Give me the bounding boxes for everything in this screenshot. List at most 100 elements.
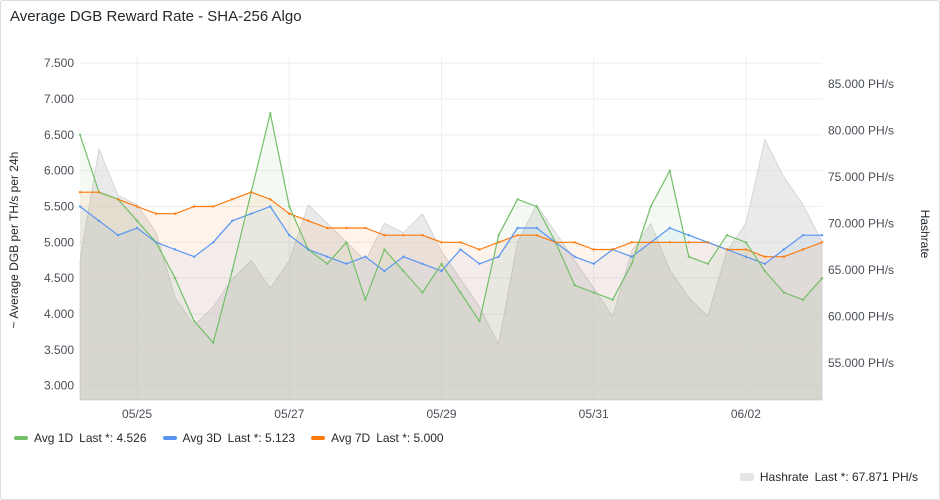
data-point-avg-3d bbox=[801, 234, 805, 237]
legend-last-avg-7d: Last *: 5.000 bbox=[376, 431, 444, 445]
data-point-avg-7d bbox=[250, 191, 253, 194]
y-tick-label: 6.000 bbox=[44, 164, 74, 178]
data-point-avg-7d bbox=[116, 198, 120, 201]
data-point-avg-7d bbox=[687, 241, 690, 244]
y-axis-title: ~ Average DGB per TH/s per 24h bbox=[7, 152, 21, 329]
y-tick-label: 7.000 bbox=[44, 92, 74, 106]
series-fill-avg-1d bbox=[80, 113, 822, 401]
data-point-avg-3d bbox=[516, 226, 519, 230]
legend-right-axis: Hashrate Last *: 67.871 PH/s bbox=[739, 470, 918, 484]
data-point-avg-1d bbox=[725, 234, 729, 237]
series-line-avg-1d bbox=[79, 112, 823, 344]
x-tick-label: 05/31 bbox=[579, 407, 609, 421]
data-point-avg-3d bbox=[231, 219, 234, 222]
data-point-avg-3d bbox=[687, 234, 690, 237]
data-point-avg-3d bbox=[497, 255, 500, 258]
data-point-avg-3d bbox=[478, 262, 481, 265]
data-point-avg-7d bbox=[801, 248, 805, 251]
data-point-avg-3d bbox=[592, 262, 595, 265]
data-point-avg-3d bbox=[269, 205, 272, 208]
y2-tick-label: 85.000 PH/s bbox=[828, 77, 894, 91]
legend-label-avg-1d: Avg 1D bbox=[34, 431, 74, 445]
data-point-avg-7d bbox=[97, 191, 101, 194]
legend-swatch-avg-1d bbox=[14, 436, 28, 440]
data-point-avg-1d bbox=[592, 291, 595, 294]
data-point-avg-1d bbox=[421, 291, 424, 294]
legend-item-avg-3d[interactable]: Avg 3D Last *: 5.123 bbox=[162, 431, 295, 445]
y-tick-label: 3.000 bbox=[44, 379, 74, 393]
legend-item-avg-1d[interactable]: Avg 1D Last *: 4.526 bbox=[14, 431, 147, 445]
data-point-avg-1d bbox=[649, 205, 652, 208]
data-point-avg-7d bbox=[649, 241, 652, 244]
data-point-avg-1d bbox=[573, 284, 576, 287]
x-tick-label: 05/29 bbox=[426, 407, 456, 421]
data-point-avg-7d bbox=[326, 226, 329, 230]
data-point-avg-7d bbox=[307, 219, 310, 222]
y-tick-label: 3.500 bbox=[44, 343, 74, 357]
legend-swatch-avg-7d bbox=[311, 436, 326, 440]
data-point-avg-1d bbox=[402, 269, 405, 273]
data-point-avg-3d bbox=[307, 248, 310, 251]
x-tick-label: 05/27 bbox=[274, 407, 304, 421]
data-point-avg-7d bbox=[706, 241, 709, 244]
data-point-avg-1d bbox=[668, 169, 671, 172]
panel-title[interactable]: Average DGB Reward Rate - SHA-256 Algo bbox=[10, 8, 302, 25]
data-point-avg-7d bbox=[725, 248, 729, 251]
legend-label-avg-3d: Avg 3D bbox=[182, 431, 222, 445]
data-point-avg-1d bbox=[231, 269, 234, 273]
data-point-avg-7d bbox=[78, 191, 82, 194]
legend-item-avg-7d[interactable]: Avg 7D Last *: 5.000 bbox=[311, 431, 444, 445]
data-point-avg-7d bbox=[288, 212, 291, 215]
data-point-avg-3d bbox=[135, 226, 139, 230]
data-point-avg-7d bbox=[421, 234, 424, 237]
x-tick-label: 05/25 bbox=[122, 407, 152, 421]
data-point-avg-3d bbox=[326, 255, 329, 258]
data-point-avg-1d bbox=[516, 198, 519, 201]
data-point-avg-7d bbox=[135, 205, 139, 208]
data-point-avg-1d bbox=[78, 133, 82, 136]
data-point-avg-1d bbox=[820, 277, 824, 280]
y2-tick-label: 75.000 PH/s bbox=[828, 170, 894, 184]
data-point-avg-1d bbox=[383, 248, 386, 251]
data-point-avg-7d bbox=[383, 234, 386, 237]
data-point-avg-1d bbox=[611, 298, 614, 301]
data-point-avg-1d bbox=[497, 234, 500, 237]
legend-label-hashrate: Hashrate bbox=[759, 470, 809, 484]
data-point-avg-7d bbox=[611, 248, 614, 251]
data-point-avg-7d bbox=[782, 255, 786, 258]
data-point-avg-7d bbox=[744, 248, 748, 251]
y2-axis-title: Hashrate bbox=[918, 210, 932, 259]
legend-swatch-hashrate bbox=[739, 473, 754, 481]
data-point-avg-1d bbox=[687, 255, 690, 258]
data-point-avg-3d bbox=[78, 205, 82, 208]
series-fill-avg-7d bbox=[80, 192, 822, 400]
y2-tick-label: 65.000 PH/s bbox=[828, 263, 894, 277]
legend-item-hashrate[interactable]: Hashrate Last *: 67.871 PH/s bbox=[739, 470, 918, 484]
data-point-avg-1d bbox=[478, 320, 481, 323]
data-point-avg-7d bbox=[440, 241, 443, 244]
data-point-avg-3d bbox=[97, 219, 101, 222]
y2-tick-label: 80.000 PH/s bbox=[828, 123, 894, 137]
data-point-avg-3d bbox=[820, 234, 824, 237]
data-point-avg-1d bbox=[135, 219, 139, 222]
series-line-avg-7d bbox=[80, 191, 823, 258]
data-point-avg-1d bbox=[269, 112, 272, 115]
data-point-avg-3d bbox=[193, 255, 196, 258]
y-tick-label: 6.500 bbox=[44, 128, 74, 142]
y-tick-label: 5.500 bbox=[44, 200, 74, 214]
data-point-avg-1d bbox=[801, 298, 805, 301]
data-point-avg-1d bbox=[326, 262, 329, 265]
data-point-avg-7d bbox=[173, 212, 177, 215]
data-point-avg-3d bbox=[288, 234, 291, 237]
legend-last-avg-1d: Last *: 4.526 bbox=[79, 431, 147, 445]
data-point-avg-3d bbox=[421, 262, 424, 265]
data-point-avg-7d bbox=[668, 241, 671, 244]
data-point-avg-3d bbox=[250, 212, 253, 215]
data-point-avg-1d bbox=[440, 262, 443, 265]
data-point-avg-1d bbox=[763, 269, 767, 273]
data-point-avg-7d bbox=[231, 198, 234, 201]
data-point-avg-1d bbox=[212, 341, 215, 344]
data-point-avg-7d bbox=[212, 205, 215, 208]
series-area-hashrate bbox=[79, 138, 823, 401]
data-point-avg-1d bbox=[706, 262, 709, 265]
